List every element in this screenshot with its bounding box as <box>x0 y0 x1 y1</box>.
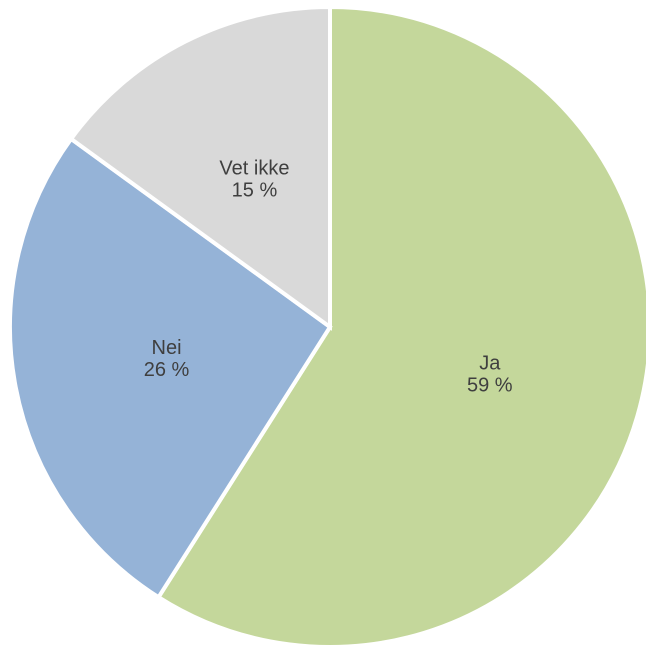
slice-value-vet-ikke: 15 % <box>232 180 278 202</box>
pie-slice-ja <box>155 4 646 646</box>
slice-label-vet-ikke: Vet ikke <box>219 158 289 180</box>
pie-slice-nei <box>8 136 333 600</box>
slice-label-nei: Nei <box>152 337 182 359</box>
pie-slice-vet-ikke <box>68 4 332 331</box>
slice-value-nei: 26 % <box>144 359 190 381</box>
slice-label-ja: Ja <box>479 352 501 374</box>
slice-value-ja: 59 % <box>467 374 513 396</box>
pie-slices <box>8 4 646 646</box>
